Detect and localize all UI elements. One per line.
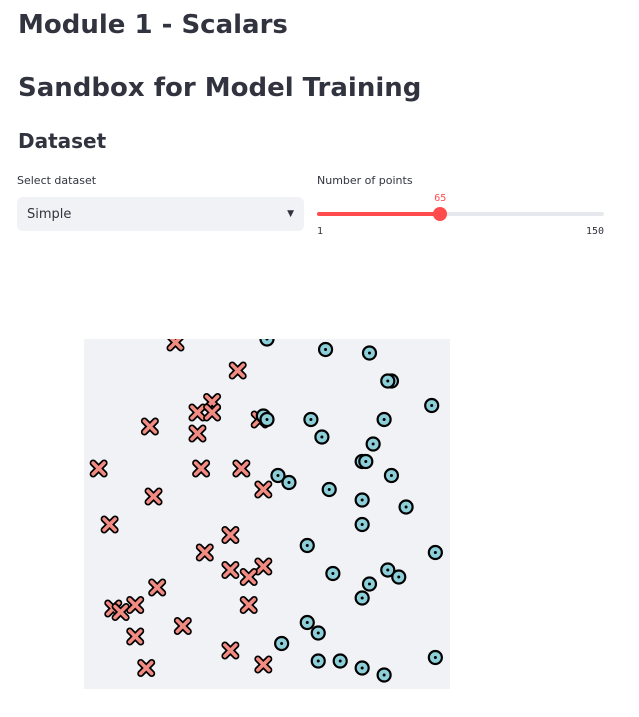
data-point-x bbox=[203, 403, 222, 422]
data-point-x bbox=[239, 596, 258, 614]
data-point-o bbox=[310, 625, 326, 641]
points-slider[interactable]: 65 1 150 bbox=[317, 190, 604, 240]
data-point-o bbox=[361, 576, 378, 592]
sandbox-heading: Sandbox for Model Training bbox=[18, 73, 422, 103]
data-point-o bbox=[274, 635, 290, 652]
data-point-x bbox=[221, 526, 240, 544]
data-point-o bbox=[358, 453, 374, 470]
chevron-down-icon: ▼ bbox=[287, 209, 294, 219]
data-point-o bbox=[427, 649, 443, 666]
data-point-o bbox=[299, 614, 315, 631]
slider-track[interactable] bbox=[317, 212, 604, 216]
data-point-x bbox=[254, 480, 273, 499]
data-point-o bbox=[299, 537, 315, 554]
data-point-o bbox=[380, 562, 396, 578]
data-point-x bbox=[137, 659, 156, 677]
data-point-o bbox=[317, 341, 334, 358]
data-point-o bbox=[365, 436, 381, 452]
data-point-x bbox=[126, 596, 145, 614]
data-point-x bbox=[188, 403, 207, 422]
data-point-o bbox=[354, 660, 370, 676]
data-point-o bbox=[424, 397, 440, 414]
page-title: Module 1 - Scalars bbox=[18, 10, 288, 40]
data-point-o bbox=[354, 492, 370, 508]
data-point-x bbox=[140, 417, 159, 436]
points-slider-value: 65 bbox=[434, 193, 447, 204]
data-point-o bbox=[310, 653, 326, 669]
data-point-x bbox=[195, 543, 214, 562]
data-point-o bbox=[332, 653, 348, 669]
data-point-o bbox=[303, 411, 319, 428]
data-point-x bbox=[192, 459, 211, 478]
data-point-x bbox=[173, 617, 192, 635]
dataset-select-value: Simple bbox=[27, 206, 72, 222]
data-point-x bbox=[254, 557, 273, 576]
data-point-x bbox=[228, 361, 247, 380]
data-point-o bbox=[398, 499, 414, 515]
data-point-x bbox=[144, 487, 163, 506]
data-point-o bbox=[427, 544, 443, 561]
data-point-x bbox=[111, 603, 130, 621]
data-point-o bbox=[361, 345, 378, 361]
data-point-o bbox=[314, 429, 330, 445]
data-point-o bbox=[270, 467, 286, 484]
data-point-x bbox=[166, 339, 185, 352]
dataset-select[interactable]: Simple ▼ bbox=[17, 197, 304, 231]
data-point-x bbox=[254, 655, 273, 674]
data-point-o bbox=[259, 339, 275, 347]
dataset-heading: Dataset bbox=[18, 129, 107, 153]
slider-thumb[interactable] bbox=[433, 207, 448, 221]
data-point-o bbox=[376, 411, 392, 428]
dataset-select-label: Select dataset bbox=[17, 174, 97, 187]
data-point-o bbox=[354, 516, 370, 533]
data-point-o bbox=[325, 565, 341, 582]
data-point-x bbox=[232, 459, 251, 478]
data-point-x bbox=[239, 568, 258, 586]
data-point-o bbox=[321, 481, 337, 498]
data-point-x bbox=[89, 459, 108, 478]
data-point-o bbox=[380, 373, 396, 389]
slider-max-label: 150 bbox=[585, 226, 604, 237]
data-point-o bbox=[354, 590, 370, 606]
data-point-o bbox=[376, 667, 392, 683]
data-point-x bbox=[100, 515, 119, 534]
data-point-x bbox=[148, 578, 167, 597]
slider-min-label: 1 bbox=[317, 226, 324, 237]
points-slider-label: Number of points bbox=[317, 174, 413, 187]
data-point-o bbox=[383, 467, 400, 484]
data-point-o bbox=[281, 474, 297, 491]
slider-fill bbox=[317, 212, 441, 216]
data-point-x bbox=[188, 424, 207, 443]
scatter-plot bbox=[84, 339, 450, 689]
data-point-x bbox=[221, 641, 240, 660]
data-point-o bbox=[391, 569, 407, 585]
plot-background bbox=[84, 339, 450, 689]
data-point-x bbox=[221, 561, 240, 579]
data-point-o bbox=[259, 411, 275, 428]
data-point-x bbox=[126, 627, 145, 646]
